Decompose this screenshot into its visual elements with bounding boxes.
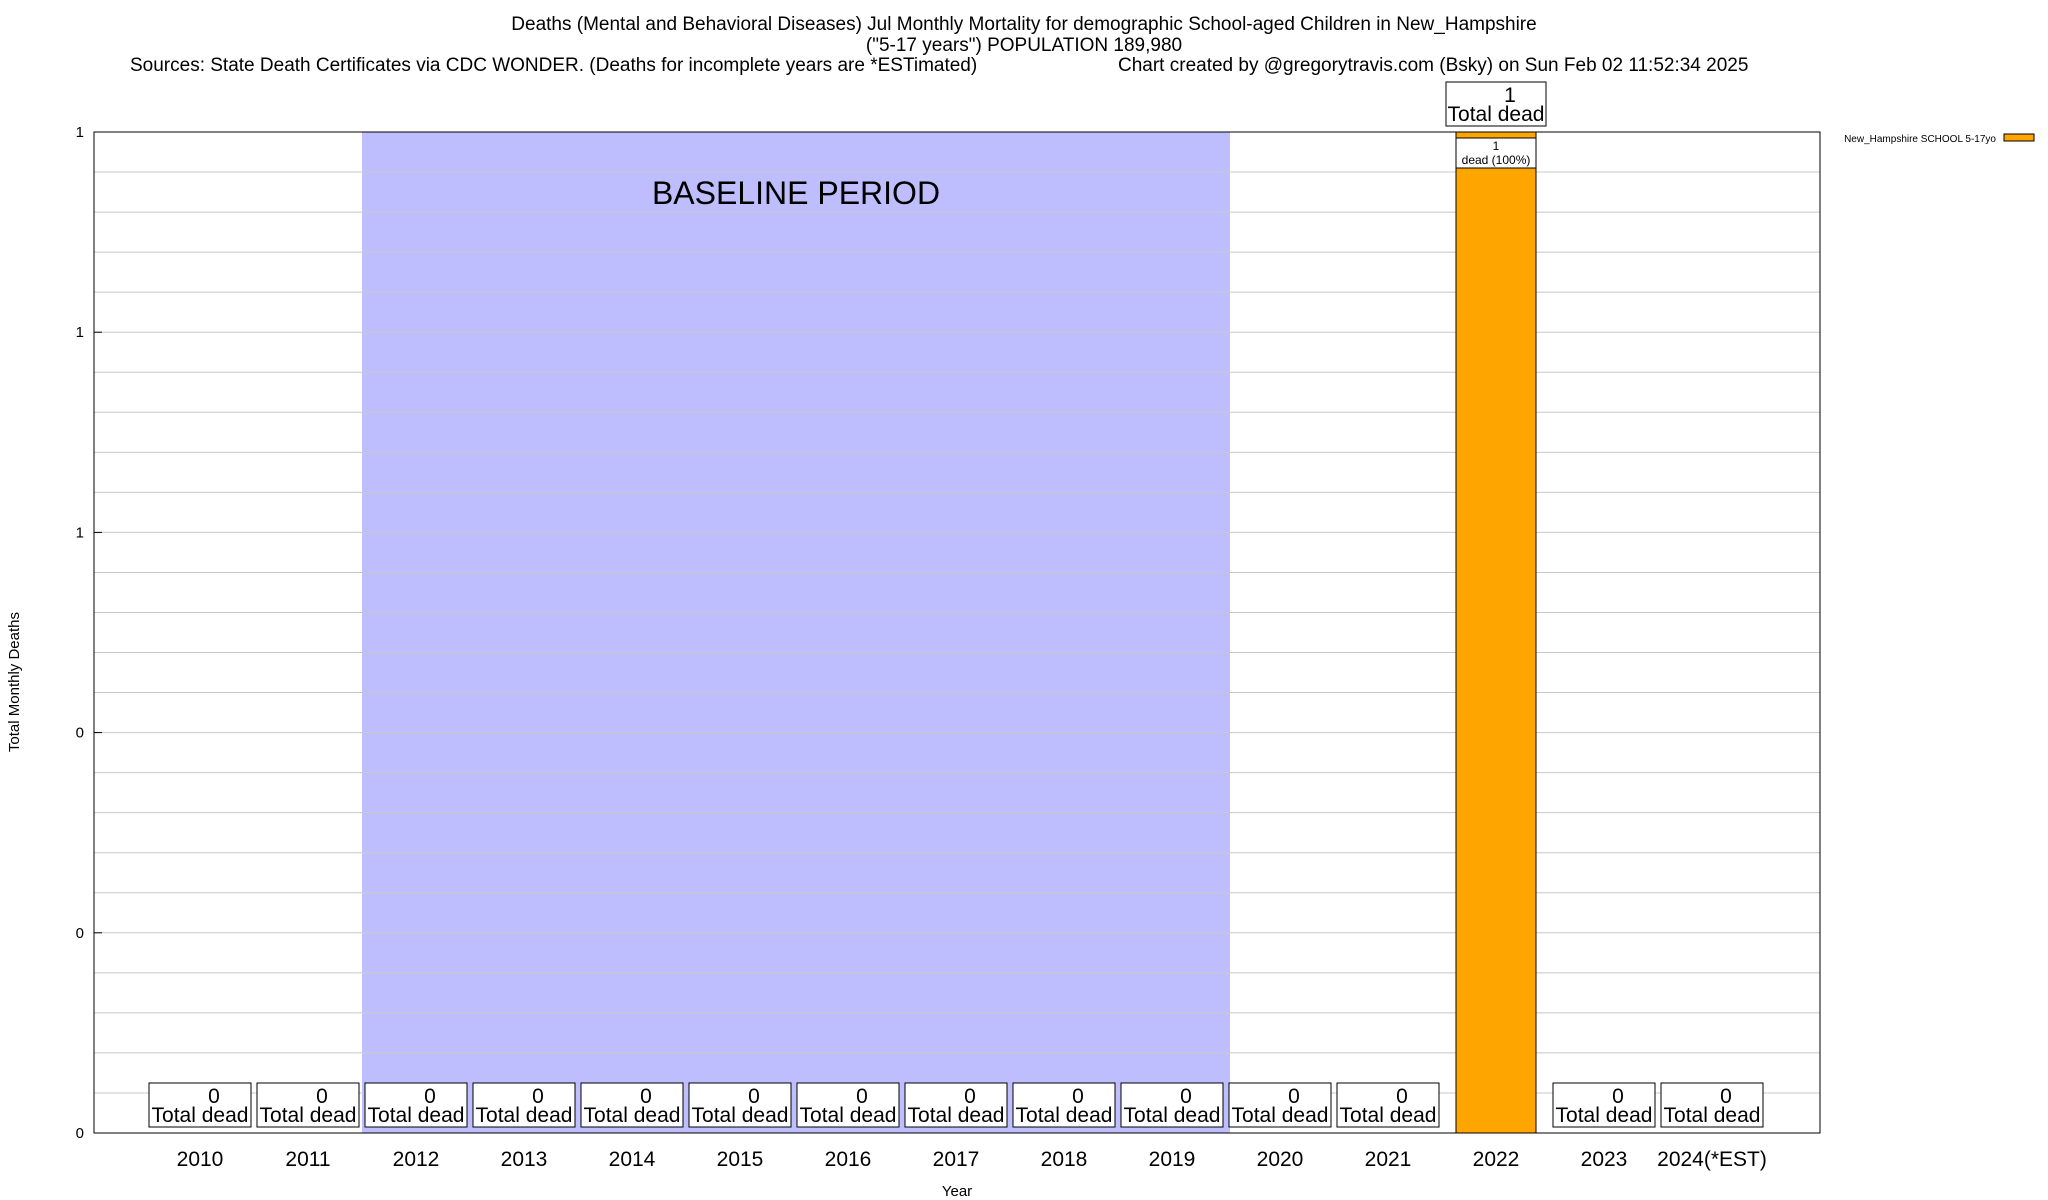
total-value-label: 0 [1396,1085,1408,1108]
total-dead-label: Total dead [368,1104,465,1127]
total-label-box [1336,1082,1440,1128]
total-label-box [1445,81,1547,127]
total-dead-label: Total dead [692,1104,789,1127]
total-label-box [472,1082,576,1128]
baseline-period-label: BASELINE PERIOD [652,175,940,211]
chart-title-line1: Deaths (Mental and Behavioral Diseases) … [511,14,1537,35]
total-dead-label: Total dead [152,1104,249,1127]
y-tick-label: 1 [76,124,84,141]
plot-border [93,131,1821,1134]
total-value-label: 0 [1072,1085,1084,1108]
total-label-box [1228,1082,1332,1128]
baseline-period-region [362,132,1230,1133]
total-dead-label: Total dead [1448,103,1545,126]
x-tick-label-2012: 2012 [393,1148,440,1171]
total-label-box [1660,1082,1764,1128]
total-label-box [1120,1082,1224,1128]
x-tick-label-2011: 2011 [285,1148,330,1171]
legend-label: New_Hampshire SCHOOL 5-17yo [1844,134,1996,145]
total-label-box [688,1082,792,1128]
x-tick-label-2022: 2022 [1473,1148,1520,1171]
total-value-label: 0 [964,1085,976,1108]
total-dead-label: Total dead [584,1104,681,1127]
x-tick-label-2017: 2017 [933,1148,980,1171]
total-dead-label: Total dead [908,1104,1005,1127]
chart-sources: Sources: State Death Certificates via CD… [130,55,978,76]
x-tick-label-2020: 2020 [1257,1148,1304,1171]
y-tick-label: 1 [76,524,84,541]
chart-title-line2: ("5-17 years") POPULATION 189,980 [865,35,1183,56]
total-value-label: 0 [316,1085,328,1108]
total-dead-label: Total dead [1556,1104,1653,1127]
x-tick-label-2021: 2021 [1365,1148,1412,1171]
total-label-box [796,1082,900,1128]
total-value-label: 1 [1504,84,1516,107]
x-tick-label-2015: 2015 [717,1148,764,1171]
total-value-label: 0 [856,1085,868,1108]
total-label-box [148,1082,252,1128]
x-tick-label-2018: 2018 [1041,1148,1088,1171]
x-tick-label-2023: 2023 [1581,1148,1628,1171]
x-axis-label: Year [942,1183,972,1200]
y-tick-label: 0 [76,725,84,742]
y-tick-label: 0 [76,925,84,942]
total-label-box [1012,1082,1116,1128]
total-value-label: 0 [208,1085,220,1108]
y-tick-label: 0 [76,1125,84,1142]
total-label-box [580,1082,684,1128]
x-tick-label-2013: 2013 [501,1148,548,1171]
total-value-label: 0 [1180,1085,1192,1108]
total-value-label: 0 [748,1085,760,1108]
total-value-label: 0 [1720,1085,1732,1108]
bar-percent-label: dead (100%) [1462,153,1531,167]
total-value-label: 0 [1288,1085,1300,1108]
total-dead-label: Total dead [1016,1104,1113,1127]
bar-label-box [1455,137,1537,169]
total-dead-label: Total dead [476,1104,573,1127]
total-value-label: 0 [424,1085,436,1108]
x-tick-label-2016: 2016 [825,1148,872,1171]
total-label-box [1552,1082,1656,1128]
total-label-box [364,1082,468,1128]
total-dead-label: Total dead [1124,1104,1221,1127]
x-tick-label-2014: 2014 [609,1148,656,1171]
total-dead-label: Total dead [1340,1104,1437,1127]
legend-swatch [2003,133,2035,142]
total-dead-label: Total dead [1232,1104,1329,1127]
total-dead-label: Total dead [800,1104,897,1127]
total-value-label: 0 [640,1085,652,1108]
total-value-label: 0 [532,1085,544,1108]
y-tick-label: 1 [76,324,84,341]
total-dead-label: Total dead [1664,1104,1761,1127]
total-value-label: 0 [1612,1085,1624,1108]
bar-2022 [1455,131,1537,1134]
bar-value-label: 1 [1493,139,1500,153]
chart-credit: Chart created by @gregorytravis.com (Bsk… [1118,55,1749,76]
total-label-box [904,1082,1008,1128]
total-label-box [256,1082,360,1128]
x-tick-label-2024(*EST): 2024(*EST) [1657,1148,1767,1171]
x-tick-label-2019: 2019 [1149,1148,1196,1171]
total-dead-label: Total dead [260,1104,357,1127]
x-tick-label-2010: 2010 [177,1148,224,1171]
